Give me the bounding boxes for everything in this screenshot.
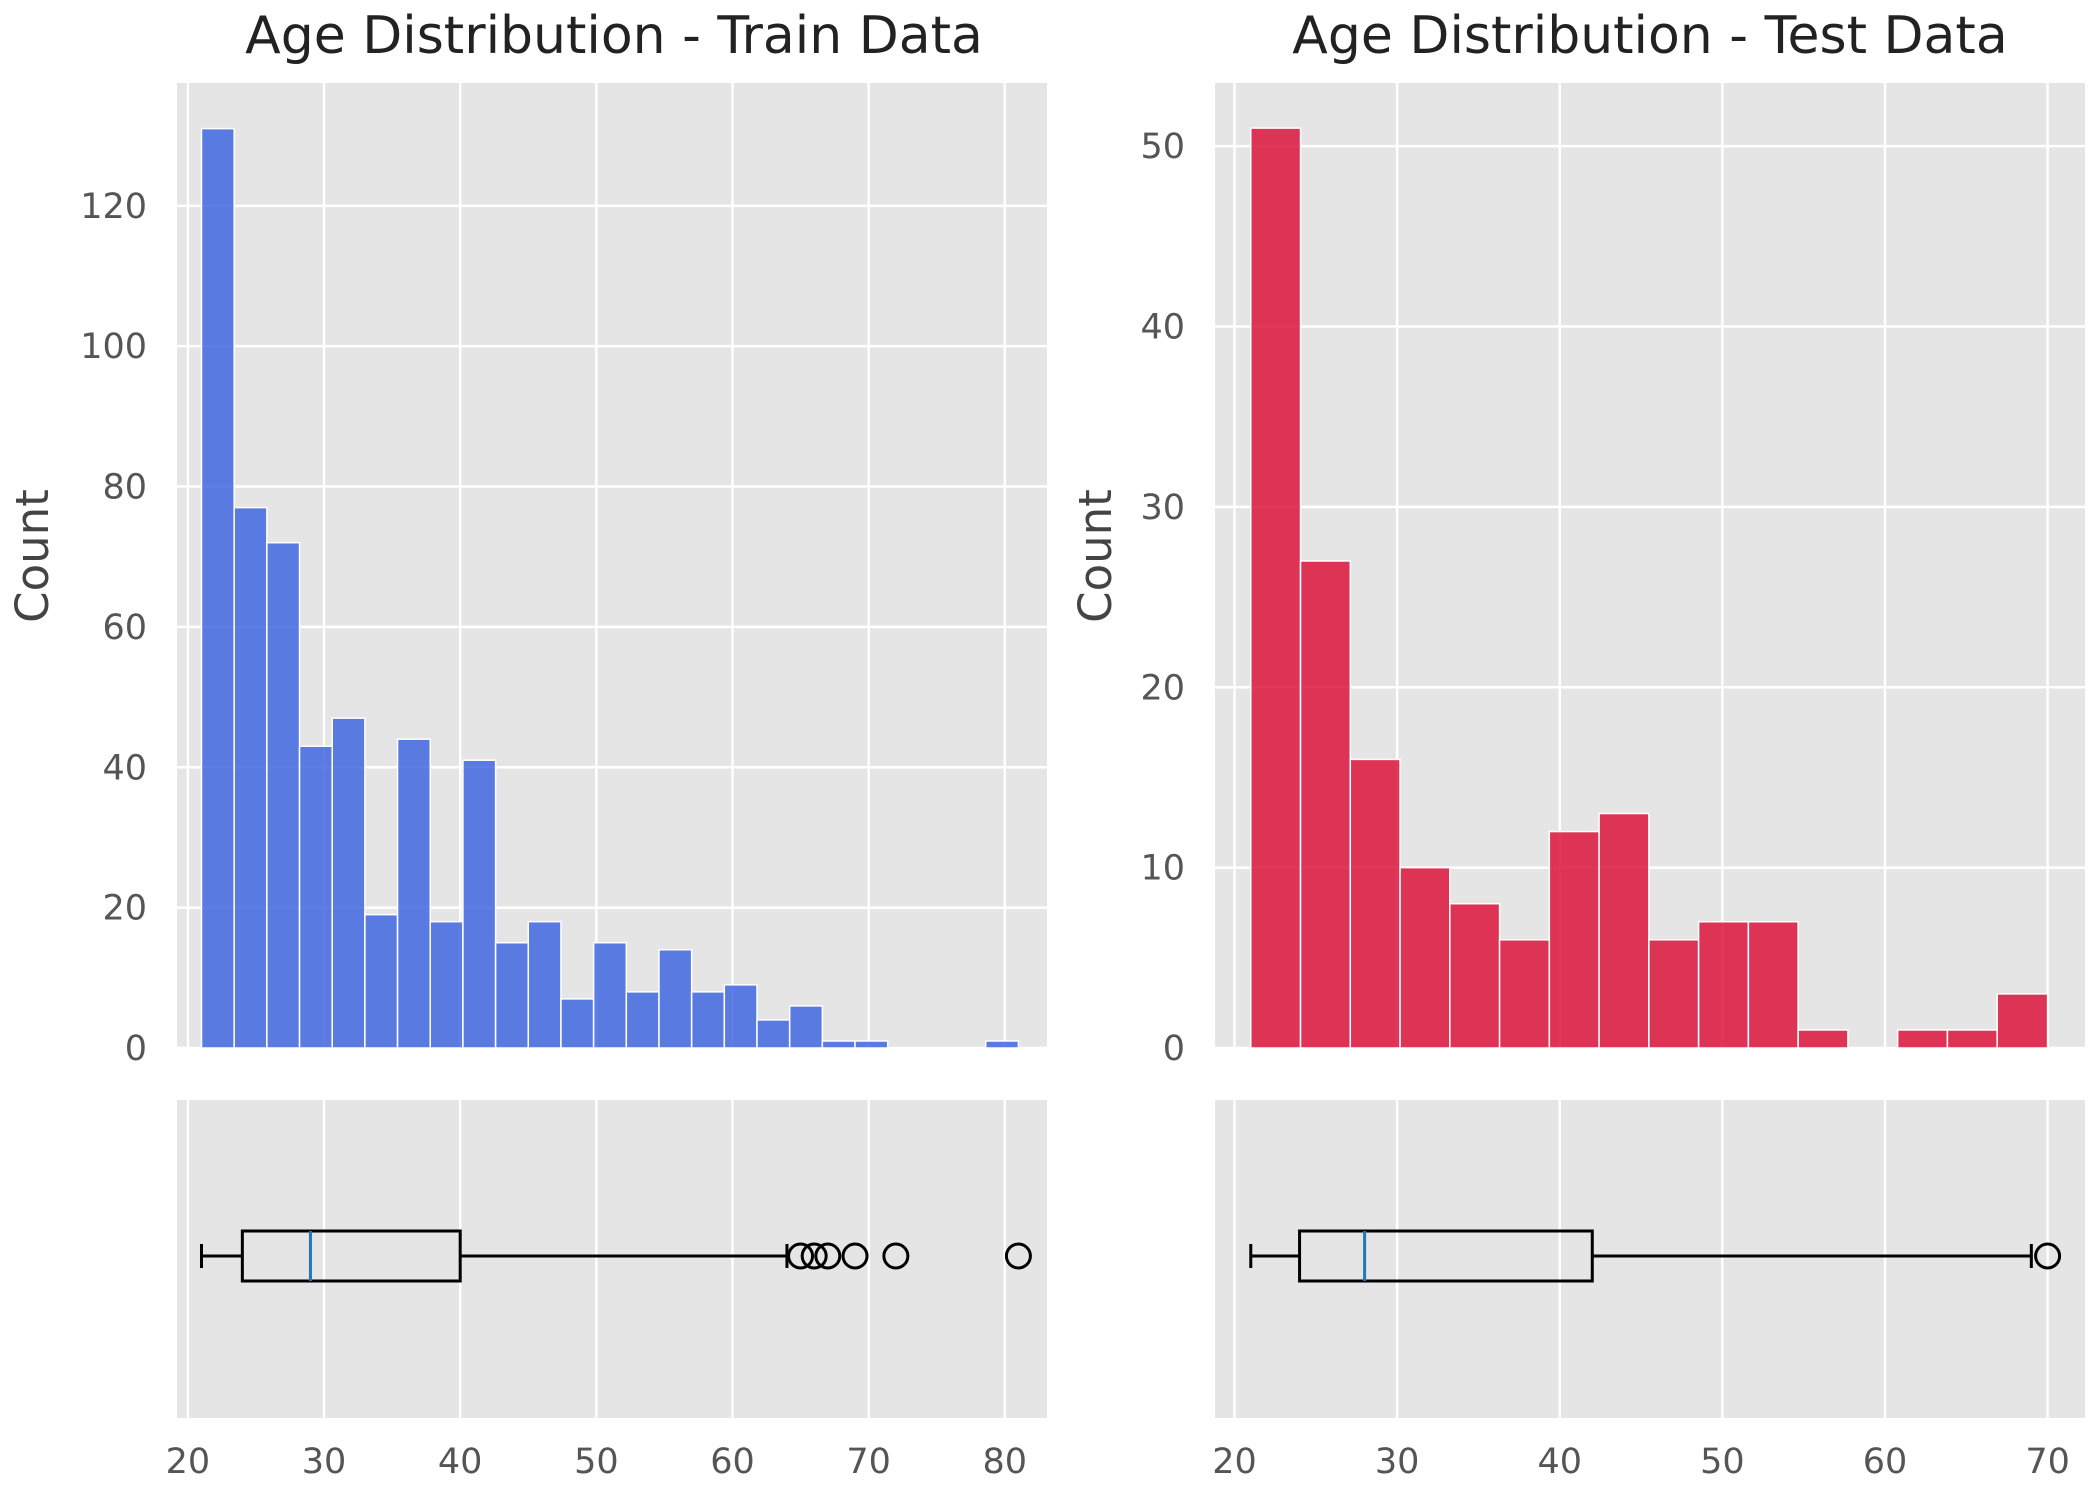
- x-tick-label: 40: [438, 1442, 483, 1482]
- train-boxplot-x-ticks: 20 30 40 50 60 70 80: [166, 1442, 1027, 1482]
- histogram-bar: [429, 920, 464, 1049]
- test-boxplot-plot-area: [1215, 1100, 2085, 1418]
- x-tick-label: 20: [1212, 1442, 1257, 1482]
- y-tick-label: 30: [1140, 488, 1185, 528]
- y-tick-label: 40: [1140, 308, 1185, 348]
- test-chart-panel: Age Distribution - Test Data Count 0 10 20…: [1069, 6, 2085, 1482]
- histogram-bar: [396, 738, 431, 1049]
- x-tick-label: 60: [1863, 1442, 1908, 1482]
- train-histogram-bars: [200, 127, 1020, 1049]
- test-chart-title: Age Distribution - Test Data: [1292, 6, 2007, 66]
- histogram-bar: [266, 541, 301, 1049]
- histogram-bar: [527, 920, 562, 1049]
- histogram-bar: [625, 991, 660, 1049]
- train-y-axis-label: Count: [6, 489, 59, 623]
- y-tick-label: 80: [102, 468, 147, 508]
- x-tick-label: 40: [1537, 1442, 1582, 1482]
- x-tick-label: 30: [1375, 1442, 1420, 1482]
- x-tick-label: 20: [166, 1442, 211, 1482]
- outlier-point: [841, 1242, 869, 1270]
- histogram-bar: [756, 1019, 791, 1049]
- outlier-point: [787, 1242, 815, 1270]
- histogram-bar: [723, 984, 758, 1049]
- x-tick-label: 30: [302, 1442, 347, 1482]
- y-tick-label: 20: [1140, 668, 1185, 708]
- histogram-bar: [854, 1040, 889, 1049]
- histogram-bar: [1548, 830, 1600, 1049]
- histogram-bar: [1697, 920, 1750, 1049]
- outlier-point: [1004, 1242, 1032, 1270]
- histogram-bar: [298, 745, 333, 1049]
- interquartile-box: [1298, 1229, 1594, 1283]
- outlier-point: [814, 1242, 842, 1270]
- histogram-bar: [233, 506, 268, 1049]
- histogram-bar: [984, 1040, 1020, 1049]
- histogram-bar: [1498, 939, 1551, 1049]
- test-histogram-bars: [1250, 127, 2049, 1049]
- y-tick-label: 50: [1140, 127, 1185, 167]
- histogram-bar: [1648, 939, 1700, 1049]
- interquartile-box: [240, 1229, 462, 1283]
- x-tick-label: 50: [574, 1442, 619, 1482]
- train-chart-title: Age Distribution - Train Data: [245, 6, 983, 66]
- histogram-bar: [364, 913, 399, 1049]
- histogram-bar: [1747, 920, 1799, 1049]
- histogram-bar: [658, 948, 693, 1049]
- histogram-bar: [690, 991, 726, 1049]
- histogram-bar: [1896, 1029, 1949, 1049]
- x-tick-label: 60: [710, 1442, 755, 1482]
- histogram-bar: [1946, 1029, 1998, 1049]
- train-boxplot: [200, 1229, 1032, 1283]
- histogram-bar: [200, 127, 235, 1049]
- histogram-bar: [1250, 127, 1302, 1049]
- y-tick-label: 120: [80, 187, 147, 227]
- histogram-bar: [1299, 560, 1352, 1049]
- test-y-axis-label: Count: [1069, 489, 1122, 623]
- y-tick-label: 10: [1140, 849, 1185, 889]
- histogram-bar: [560, 998, 595, 1049]
- histogram-bar: [1996, 993, 2049, 1049]
- train-boxplot-gridlines: [186, 1100, 1007, 1418]
- y-tick-label: 20: [102, 889, 147, 929]
- train-boxplot-plot-area: [177, 1100, 1047, 1418]
- histogram-bar: [1449, 902, 1501, 1049]
- test-boxplot-x-ticks: 20 30 40 50 60 70: [1212, 1442, 2070, 1482]
- y-tick-label: 100: [80, 327, 147, 367]
- histogram-bar: [592, 941, 628, 1049]
- histogram-bar: [821, 1040, 856, 1049]
- x-tick-label: 70: [2025, 1442, 2070, 1482]
- histogram-bar: [462, 759, 497, 1049]
- histogram-bar: [1349, 758, 1401, 1049]
- y-tick-label: 0: [125, 1029, 147, 1069]
- outlier-point: [882, 1242, 910, 1270]
- outlier-point: [800, 1242, 828, 1270]
- histogram-bar: [1797, 1029, 1849, 1049]
- y-tick-label: 0: [1163, 1029, 1185, 1069]
- test-boxplot: [1249, 1229, 2062, 1283]
- histogram-bar: [788, 1005, 824, 1049]
- histogram-bar: [494, 941, 530, 1049]
- test-histogram-y-ticks: 0 10 20 30 40 50: [1140, 127, 1185, 1069]
- y-tick-label: 40: [102, 748, 147, 788]
- x-tick-label: 70: [846, 1442, 891, 1482]
- histogram-bar: [331, 717, 366, 1049]
- test-boxplot-gridlines: [1233, 1100, 2049, 1418]
- train-histogram-y-ticks: 0 20 40 60 80 100 120: [80, 187, 147, 1069]
- histogram-bar: [1598, 812, 1650, 1049]
- histogram-bar: [1399, 866, 1451, 1049]
- x-tick-label: 50: [1700, 1442, 1745, 1482]
- train-chart-panel: Age Distribution - Train Data Count 0 20 4…: [6, 6, 1047, 1482]
- y-tick-label: 60: [102, 608, 147, 648]
- outlier-point: [2034, 1242, 2062, 1270]
- x-tick-label: 80: [983, 1442, 1028, 1482]
